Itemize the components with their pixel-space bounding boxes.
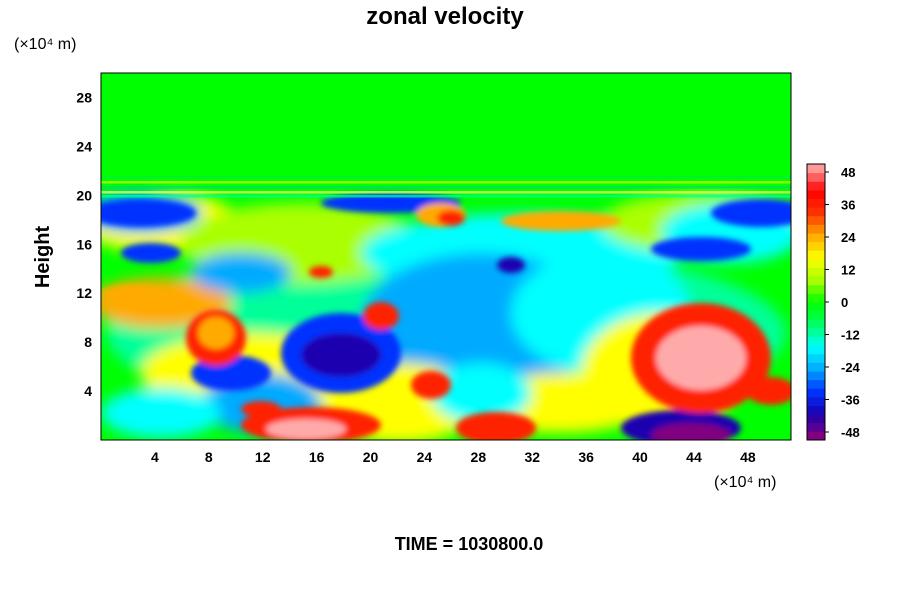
field-core (497, 257, 525, 273)
x-tick-label: 16 (309, 449, 325, 465)
field-core (711, 199, 791, 227)
colorbar-segment (807, 164, 825, 174)
field-core (437, 210, 465, 226)
colorbar-segment (807, 258, 825, 268)
x-tick-label: 4 (151, 449, 159, 465)
colorbar-segment (807, 431, 825, 441)
y-axis-label: Height (32, 226, 54, 289)
colorbar-tick-label: 12 (841, 263, 855, 278)
field-core (363, 302, 399, 330)
y-tick-label: 24 (76, 138, 92, 154)
field-core (651, 423, 731, 440)
colorbar-tick-label: -24 (841, 360, 861, 375)
colorbar-segment (807, 345, 825, 355)
colorbar-segment (807, 293, 825, 303)
colorbar-segment (807, 241, 825, 251)
colorbar-segment (807, 396, 825, 406)
field-core (656, 326, 746, 390)
colorbar-segment (807, 181, 825, 191)
colorbar-segment (807, 233, 825, 243)
field-core (301, 333, 381, 377)
upper-layer (101, 73, 791, 176)
colorbar-tick-label: 24 (841, 230, 856, 245)
x-tick-label: 40 (632, 449, 648, 465)
colorbar-segment (807, 388, 825, 398)
boundary-band (101, 195, 791, 198)
colorbar-segment (807, 371, 825, 381)
colorbar-segment (807, 336, 825, 346)
field-core (501, 211, 621, 231)
y-tick-label: 12 (76, 285, 92, 301)
colorbar-segment (807, 379, 825, 389)
colorbar-segment (807, 362, 825, 372)
y-tick-label: 16 (76, 236, 92, 252)
heatmap-plot (100, 72, 792, 441)
y-tick-label: 4 (84, 383, 92, 399)
field-core (411, 371, 451, 399)
colorbar-segment (807, 405, 825, 415)
x-tick-label: 44 (686, 449, 702, 465)
x-tick-label: 28 (471, 449, 487, 465)
field-core (746, 377, 791, 405)
x-tick-label: 12 (255, 449, 271, 465)
field-core (241, 401, 281, 417)
colorbar-segment (807, 327, 825, 337)
colorbar-tick-label: -48 (841, 425, 860, 440)
colorbar-segment (807, 189, 825, 199)
colorbar-segment (807, 353, 825, 363)
colorbar-segment (807, 224, 825, 234)
x-tick-labels: 4 8 12 16 20 24 28 32 36 40 44 48 (151, 449, 756, 465)
colorbar-segment (807, 198, 825, 208)
chart-title: zonal velocity (366, 3, 524, 30)
colorbar-segment (807, 276, 825, 286)
boundary-band (101, 186, 791, 189)
boundary-band (101, 191, 791, 194)
colorbar-tick-label: -12 (841, 328, 860, 343)
field-patch (431, 363, 531, 423)
y-tick-label: 20 (76, 187, 92, 203)
colorbar-segment (807, 414, 825, 424)
field-patch (101, 388, 221, 438)
colorbar-segment (807, 310, 825, 320)
field-core (309, 266, 333, 278)
x-tick-label: 36 (578, 449, 594, 465)
colorbar-segment (807, 422, 825, 432)
y-tick-label: 28 (76, 89, 92, 105)
field-core (198, 317, 234, 349)
field-core (121, 243, 181, 263)
colorbar: 48 36 24 12 0 -12 -24 -36 -48 (806, 163, 861, 441)
colorbar-tick-label: 48 (841, 165, 855, 180)
field-patch (191, 253, 291, 293)
field-core (651, 237, 751, 261)
colorbar-segment (807, 250, 825, 260)
field-core (101, 285, 161, 301)
x-units-label: (×10⁴ m) (714, 474, 776, 491)
y-tick-label: 8 (84, 334, 92, 350)
colorbar-segment (807, 302, 825, 312)
plot-frame (100, 72, 792, 441)
boundary-band (101, 181, 791, 184)
colorbar-segment (807, 207, 825, 217)
x-tick-label: 24 (417, 449, 433, 465)
colorbar-tick-label: -36 (841, 393, 860, 408)
x-tick-label: 20 (363, 449, 379, 465)
colorbar-tick-label: 0 (841, 295, 848, 310)
y-units-label: (×10⁴ m) (14, 36, 76, 53)
x-tick-label: 48 (740, 449, 756, 465)
time-label: TIME = 1030800.0 (395, 534, 544, 554)
x-tick-label: 32 (524, 449, 540, 465)
field-core (266, 419, 346, 439)
boundary-band (101, 176, 791, 179)
field-core (456, 412, 536, 440)
field-core (101, 199, 196, 227)
x-tick-label: 8 (205, 449, 213, 465)
colorbar-segment (807, 172, 825, 182)
colorbar-segment (807, 267, 825, 277)
y-tick-labels: 4 8 12 16 20 24 28 (76, 89, 92, 399)
colorbar-segment (807, 215, 825, 225)
colorbar-segment (807, 319, 825, 329)
colorbar-tick-label: 36 (841, 198, 855, 213)
colorbar-segment (807, 284, 825, 294)
